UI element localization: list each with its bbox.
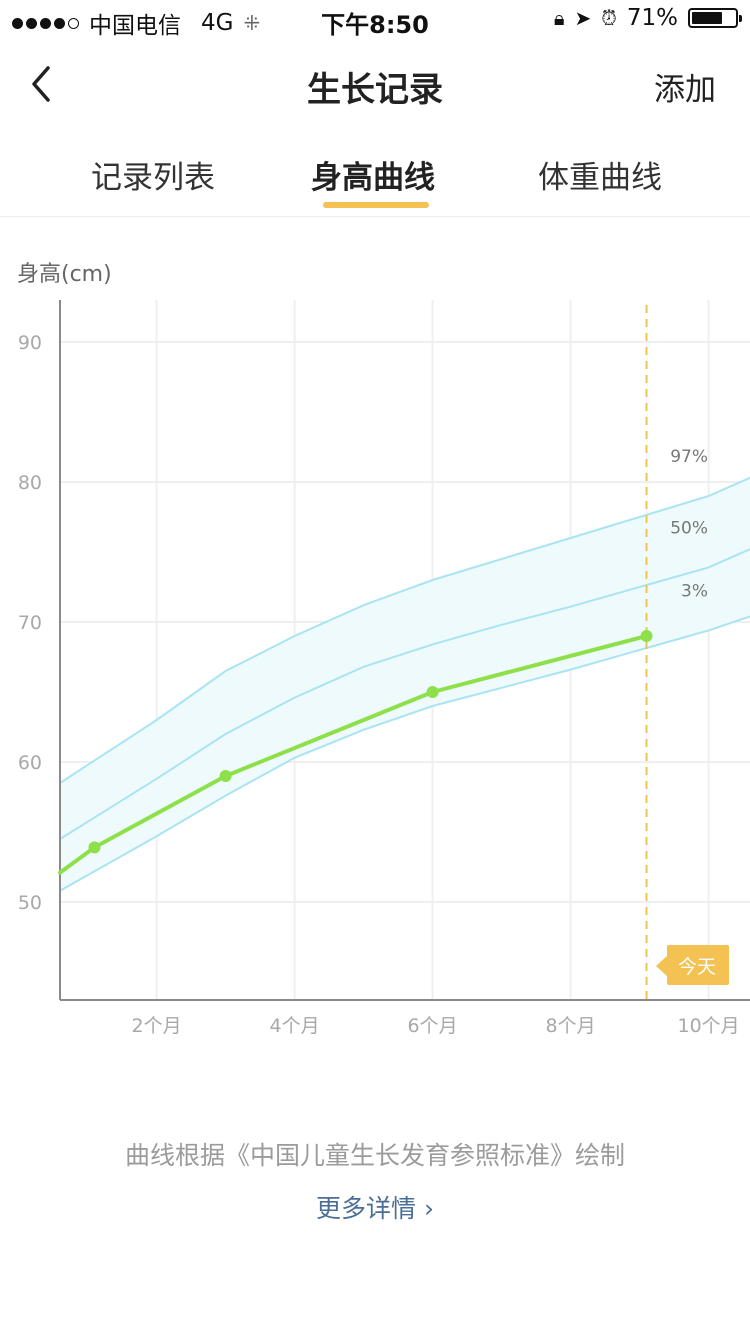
y-tick-label: 60 (18, 752, 42, 774)
y-axis-title: 身高(cm) (17, 262, 112, 287)
active-tab-indicator (323, 202, 429, 208)
percentile-label: 97% (670, 447, 708, 467)
percentile-line-50 (59, 548, 750, 840)
standard-reference-note: 曲线根据《中国儿童生长发育参照标准》绘制 (124, 1141, 625, 1170)
tab-weight-curve[interactable]: 体重曲线 (538, 160, 662, 196)
x-tick-label: 8个月 (546, 1015, 596, 1037)
y-tick-label: 90 (18, 332, 42, 354)
more-details-link[interactable]: 更多详情 › (316, 1194, 434, 1223)
x-tick-label: 2个月 (132, 1015, 182, 1037)
battery-icon (688, 8, 742, 28)
page-title: 生长记录 (307, 70, 443, 110)
tab-height-curve[interactable]: 身高曲线 (311, 160, 435, 196)
add-button[interactable]: 添加 (654, 72, 716, 108)
y-tick-label: 50 (18, 892, 42, 914)
nav-bar: 生长记录 添加 (0, 40, 750, 130)
location-arrow-icon: ➤ (574, 6, 592, 30)
today-badge-label: 今天 (678, 956, 716, 978)
measured-height-point (426, 686, 439, 698)
battery-percent: 71% (626, 5, 678, 31)
measured-height-point (640, 630, 653, 642)
battery-fill (692, 12, 722, 24)
height-growth-chart: 50 60 70 80 90 2个月 4个月 6个月 8个月 10个月 97% 50% 3% 今天 (18, 300, 750, 1037)
carrier-info: 中国电信 4G ⁜ (12, 6, 260, 40)
status-bar: 中国电信 4G ⁜ 下午8:50 🔒︎ ➤ ⏰︎ 71% (0, 0, 750, 40)
x-tick-label: 10个月 (678, 1015, 740, 1037)
measured-height-point (88, 841, 101, 854)
status-right: 🔒︎ ➤ ⏰︎ 71% (553, 5, 742, 31)
orientation-lock-icon: 🔒︎ (553, 6, 565, 30)
percentile-label: 50% (670, 518, 708, 538)
back-button[interactable] (22, 62, 62, 106)
loading-spinner-icon: ⁜ (243, 11, 261, 35)
today-badge (656, 945, 729, 985)
percentile-line-3 (59, 615, 750, 892)
percentile-band (60, 477, 750, 891)
percentile-line-97 (59, 476, 750, 784)
y-tick-label: 80 (18, 472, 42, 494)
x-tick-label: 4个月 (270, 1015, 320, 1037)
status-time: 下午8:50 (321, 11, 429, 39)
x-tick-label: 6个月 (408, 1015, 458, 1037)
measured-height-point (219, 770, 232, 782)
carrier-name: 中国电信 (89, 13, 181, 39)
percentile-label: 3% (681, 581, 708, 601)
network-type: 4G (201, 10, 234, 36)
tab-record-list[interactable]: 记录列表 (91, 160, 215, 196)
tab-bar: 记录列表 身高曲线 体重曲线 (0, 130, 750, 217)
alarm-clock-icon: ⏰︎ (601, 6, 617, 30)
signal-strength-icon (12, 17, 79, 29)
y-tick-label: 70 (18, 612, 42, 634)
chevron-left-icon (32, 66, 50, 102)
